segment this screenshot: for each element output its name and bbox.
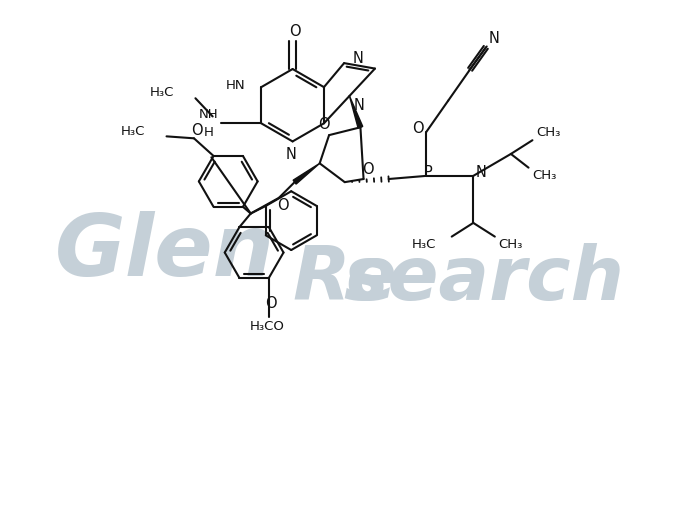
Text: CH₃: CH₃ bbox=[532, 169, 556, 182]
Text: N: N bbox=[488, 31, 499, 46]
Text: Glen: Glen bbox=[54, 211, 274, 294]
Text: H₃C: H₃C bbox=[120, 125, 145, 138]
Text: O: O bbox=[191, 123, 203, 138]
Text: N: N bbox=[352, 51, 363, 66]
Text: O: O bbox=[413, 121, 425, 136]
Text: N: N bbox=[475, 165, 487, 180]
Text: O: O bbox=[318, 117, 330, 132]
Text: O: O bbox=[289, 23, 301, 38]
Polygon shape bbox=[349, 96, 363, 128]
Text: CH₃: CH₃ bbox=[536, 126, 560, 139]
Polygon shape bbox=[293, 163, 319, 184]
Text: NH: NH bbox=[199, 108, 219, 121]
Text: Re: Re bbox=[292, 243, 397, 316]
Text: H₃C: H₃C bbox=[150, 86, 174, 99]
Text: N: N bbox=[285, 147, 296, 162]
Text: O: O bbox=[265, 296, 276, 311]
Text: H: H bbox=[204, 126, 214, 139]
Text: H₃CO: H₃CO bbox=[249, 320, 284, 333]
Text: H₃C: H₃C bbox=[411, 238, 436, 251]
Text: N: N bbox=[354, 98, 365, 113]
Text: CH₃: CH₃ bbox=[498, 238, 523, 251]
Text: O: O bbox=[362, 162, 374, 177]
Text: P: P bbox=[424, 165, 433, 180]
Text: search: search bbox=[344, 243, 624, 316]
Text: O: O bbox=[277, 198, 289, 213]
Text: HN: HN bbox=[226, 79, 246, 92]
